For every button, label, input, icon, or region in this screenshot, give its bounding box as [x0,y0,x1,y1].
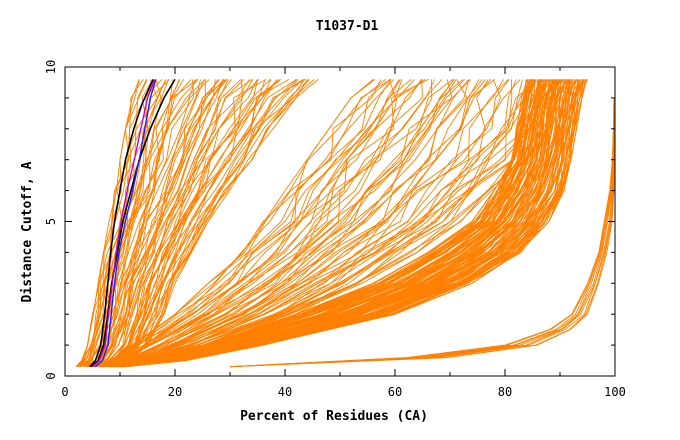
ticks-layer: 0 20 40 60 80 100 0 5 10 [44,60,626,399]
curves-layer [75,78,616,368]
model-curve-g1-31 [99,79,470,368]
highlighted-curve-3 [92,79,156,368]
model-curve-g3-6 [229,97,616,368]
y-tick-label-5: 5 [44,218,58,225]
model-curve-g3-1 [229,97,615,368]
x-tick-label-40: 40 [278,385,292,399]
y-tick-label-0: 0 [44,372,58,379]
model-curve-g1-4 [89,79,391,368]
model-curve-g0-61 [111,79,299,368]
model-curve-g1-42 [106,79,510,368]
model-curve-g1-16 [93,79,426,368]
model-curve-g0-29 [91,79,206,368]
model-curve-g0-20 [85,79,199,368]
model-curve-g1-47 [108,79,531,368]
x-tick-label-60: 60 [388,385,402,399]
model-curve-g0-44 [100,79,243,368]
x-axis-label: Percent of Residues (CA) [240,409,428,424]
y-tick-label-10: 10 [44,60,58,74]
model-curve-g1-2 [86,79,386,368]
model-curve-g1-13 [92,79,422,368]
model-curve-g0-37 [98,79,226,368]
model-curve-g1-27 [99,79,464,368]
y-axis-label: Distance Cutoff, A [20,161,35,302]
model-curve-g1-32 [103,79,469,368]
model-curve-g1-45 [108,79,513,368]
model-curve-g3-8 [229,97,616,368]
x-tick-label-80: 80 [498,385,512,399]
model-curve-g2-109 [125,79,588,368]
model-curve-g0-2 [76,79,140,368]
model-curve-g1-5 [90,79,395,368]
x-tick-label-0: 0 [61,385,68,399]
model-curve-g0-46 [101,79,258,368]
model-curve-g0-14 [83,79,167,368]
model-curve-g1-18 [94,79,435,368]
highlighted-curve-2 [94,79,157,368]
highlight-layer [89,78,176,368]
model-curve-g0-33 [93,79,228,368]
model-curve-g1-11 [90,79,403,368]
model-curve-g2-30 [114,79,541,368]
x-tick-label-100: 100 [604,385,626,399]
model-curve-g1-1 [86,79,374,368]
model-curve-g1-24 [97,79,455,368]
model-curve-g2-50 [115,79,557,368]
highlighted-curve-0 [89,79,154,368]
chart-title: T1037-D1 [316,19,379,34]
model-curve-g0-17 [86,79,174,367]
model-curve-g0-31 [92,79,224,368]
model-curve-g1-39 [104,79,489,368]
highlighted-curve-1 [90,78,176,368]
x-tick-label-20: 20 [168,385,182,399]
model-curve-g1-22 [97,79,454,368]
